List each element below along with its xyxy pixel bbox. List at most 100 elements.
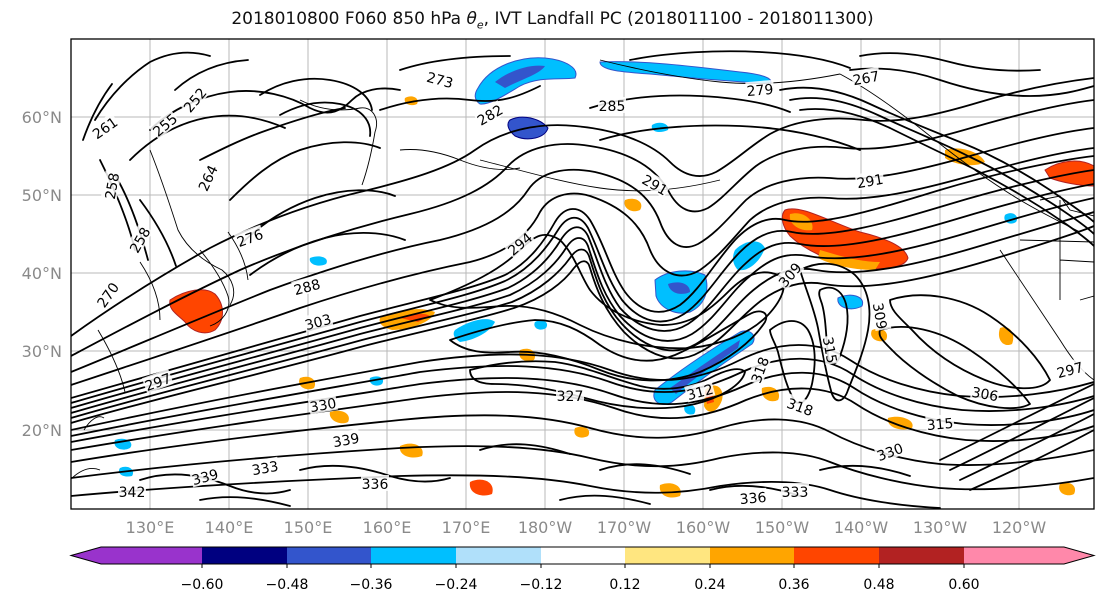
contour-label-bg (233, 224, 266, 250)
contour-label: 339 (190, 467, 220, 489)
longitude-label: 140°E (205, 518, 254, 537)
map-frame (70, 38, 1095, 510)
contour-label-bg (873, 438, 906, 464)
contour-label: 279 (746, 82, 774, 100)
contour-label-bg (193, 161, 221, 194)
contour-label-bg (302, 309, 334, 333)
longitude-labels: 130°E 140°E 150°E 160°E 170°E 180°W 170°W 160°W… (126, 518, 1047, 537)
colorbar-tick-label: 0.36 (778, 577, 809, 593)
figure-title: 2018010800 F060 850 hPa θe, IVT Landfall… (231, 9, 874, 32)
longitude-label: 170°W (597, 518, 652, 537)
contour-label-bg (307, 393, 339, 415)
contour-label: 333 (782, 485, 809, 501)
contour-label-bg (330, 428, 362, 450)
contour-label-bg (784, 393, 817, 419)
contour-label-bg (969, 382, 1001, 404)
longitude-label: 160°E (363, 518, 412, 537)
contour-label: 336 (739, 490, 767, 508)
contour-label-bg (125, 223, 154, 256)
contour-label-bg (118, 483, 146, 499)
latitude-label: 20°N (22, 421, 62, 440)
colorbar-tick-label: −0.36 (350, 577, 393, 593)
contour-label: 315 (926, 416, 954, 434)
contour-label-bg (189, 464, 221, 488)
contour-label: 333 (251, 459, 280, 479)
contour-label-bg (473, 100, 506, 129)
contour-label-bg (100, 170, 122, 202)
contour-label-bg (738, 487, 768, 507)
contour-label: 273 (425, 70, 455, 92)
colorbar-tick-label: −0.48 (266, 577, 309, 593)
contour-label-bg (850, 66, 882, 88)
contour-label-bg (639, 170, 672, 199)
colorbar-tick-label: −0.24 (435, 577, 478, 593)
contour-label: 342 (119, 485, 146, 501)
contour-label: 285 (599, 99, 626, 115)
contour-label: 258 (103, 172, 123, 201)
colorbar-tick-label: −0.12 (520, 577, 563, 593)
contour-label-bg (291, 274, 323, 298)
colorbar-segment (371, 547, 456, 564)
latitude-label: 30°N (22, 342, 62, 361)
contour-label-bg (148, 109, 181, 140)
contour-label: 330 (309, 396, 338, 416)
longitude-label: 130°W (913, 518, 968, 537)
coastlines (71, 59, 1094, 480)
colorbar-tick-label: 0.12 (609, 577, 640, 593)
contour-label: 339 (332, 431, 361, 451)
colorbar-segment (71, 547, 202, 564)
contour-label-bg (92, 278, 122, 311)
contour-label-bg (249, 456, 281, 478)
contour-label-bg (598, 97, 626, 113)
longitude-label: 120°W (992, 518, 1047, 537)
contour-label: 312 (685, 382, 715, 404)
contour-label-bg (870, 300, 892, 332)
contour-label-bg (684, 379, 716, 403)
contour-label-bg (820, 334, 842, 366)
longitude-label: 160°W (676, 518, 731, 537)
contour-label: 303 (303, 312, 333, 334)
contour-label-bg (746, 353, 772, 386)
colorbar-tick-label: 0.24 (694, 577, 725, 593)
longitude-label: 140°W (834, 518, 889, 537)
contour-label-bg (781, 483, 809, 499)
contour-label-bg (179, 83, 210, 116)
colorbar-outline (69, 546, 1096, 565)
contour-label-bg (424, 67, 456, 91)
contour-label-bg (556, 387, 584, 403)
latitude-label: 50°N (22, 186, 62, 205)
colorbar-tick-label: 0.48 (863, 577, 894, 593)
contour-label: 267 (852, 69, 881, 89)
contour-label: 336 (362, 477, 389, 493)
longitude-label: 170°E (442, 518, 491, 537)
longitude-label: 150°W (755, 518, 810, 537)
contour-label: 297 (1055, 360, 1085, 382)
colorbar: −0.60 −0.48 −0.36 −0.24 −0.12 0.12 0.24 0.36 0.4… (69, 546, 1096, 593)
colorbar-segment (541, 547, 625, 564)
contour-label-bg (361, 475, 389, 491)
colorbar-segment (964, 547, 1094, 564)
contour-label: 327 (557, 389, 584, 405)
theta-e-contours (71, 50, 1094, 509)
colorbar-segment (287, 547, 371, 564)
contour-label: 291 (856, 172, 885, 192)
longitude-label: 130°E (126, 518, 175, 537)
contour-label-bg (925, 413, 955, 433)
contour-label-bg (503, 228, 536, 259)
longitude-label: 150°E (284, 518, 333, 537)
colorbar-tick-label: −0.60 (181, 577, 224, 593)
contour-label: 288 (292, 277, 322, 299)
latitude-label: 60°N (22, 108, 62, 127)
contour-label-bg (745, 79, 775, 99)
colorbar-segment (710, 547, 794, 564)
contour-label-bg (88, 112, 121, 142)
colorbar-segment (625, 547, 710, 564)
longitude-label: 180°W (518, 518, 573, 537)
contour-label: 315 (819, 336, 839, 365)
contour-label-bg (141, 368, 174, 394)
contour-label-bg (854, 169, 886, 191)
colorbar-tick-label: 0.60 (948, 577, 979, 593)
contour-label: 309 (869, 302, 889, 331)
